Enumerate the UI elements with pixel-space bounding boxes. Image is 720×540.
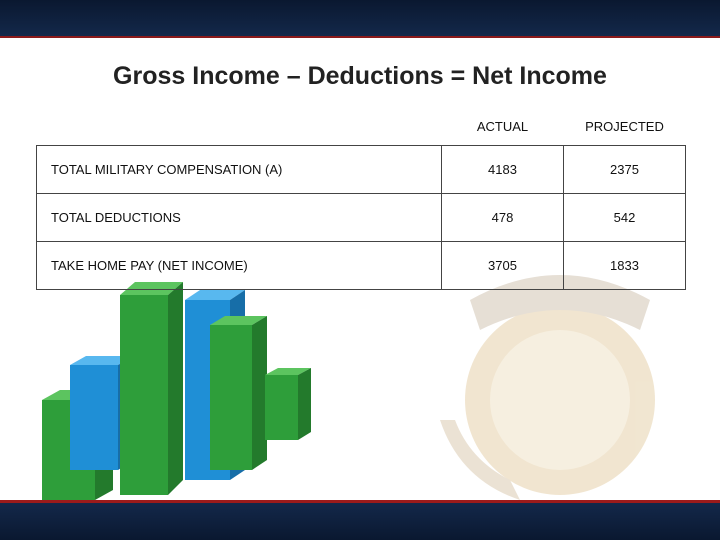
row-label: TOTAL MILITARY COMPENSATION (A) [36,145,442,194]
cell: 1833 [563,241,686,290]
header-cell [37,108,442,146]
cell: 3705 [441,241,564,290]
income-table: ACTUAL PROJECTED TOTAL MILITARY COMPENSA… [36,108,686,290]
row-label: TAKE HOME PAY (NET INCOME) [36,241,442,290]
slide-title: Gross Income – Deductions = Net Income [113,62,607,90]
bottom-rule [0,500,720,503]
cell: 478 [441,193,564,242]
row-label: TOTAL DEDUCTIONS [36,193,442,242]
bottom-bar [0,503,720,540]
bar-graphic [42,282,311,500]
emblem [440,275,655,500]
top-bar [0,0,720,36]
top-rule [0,36,720,38]
cell: 2375 [563,145,686,194]
table-row: TOTAL DEDUCTIONS 478 542 [36,193,686,242]
table-row: TOTAL MILITARY COMPENSATION (A) 4183 237… [36,145,686,194]
table-row: TAKE HOME PAY (NET INCOME) 3705 1833 [36,241,686,290]
header-row: ACTUAL PROJECTED [37,108,686,146]
column-header: PROJECTED [585,119,664,134]
cell: 4183 [441,145,564,194]
cell: 542 [563,193,686,242]
column-header: ACTUAL [476,119,529,134]
